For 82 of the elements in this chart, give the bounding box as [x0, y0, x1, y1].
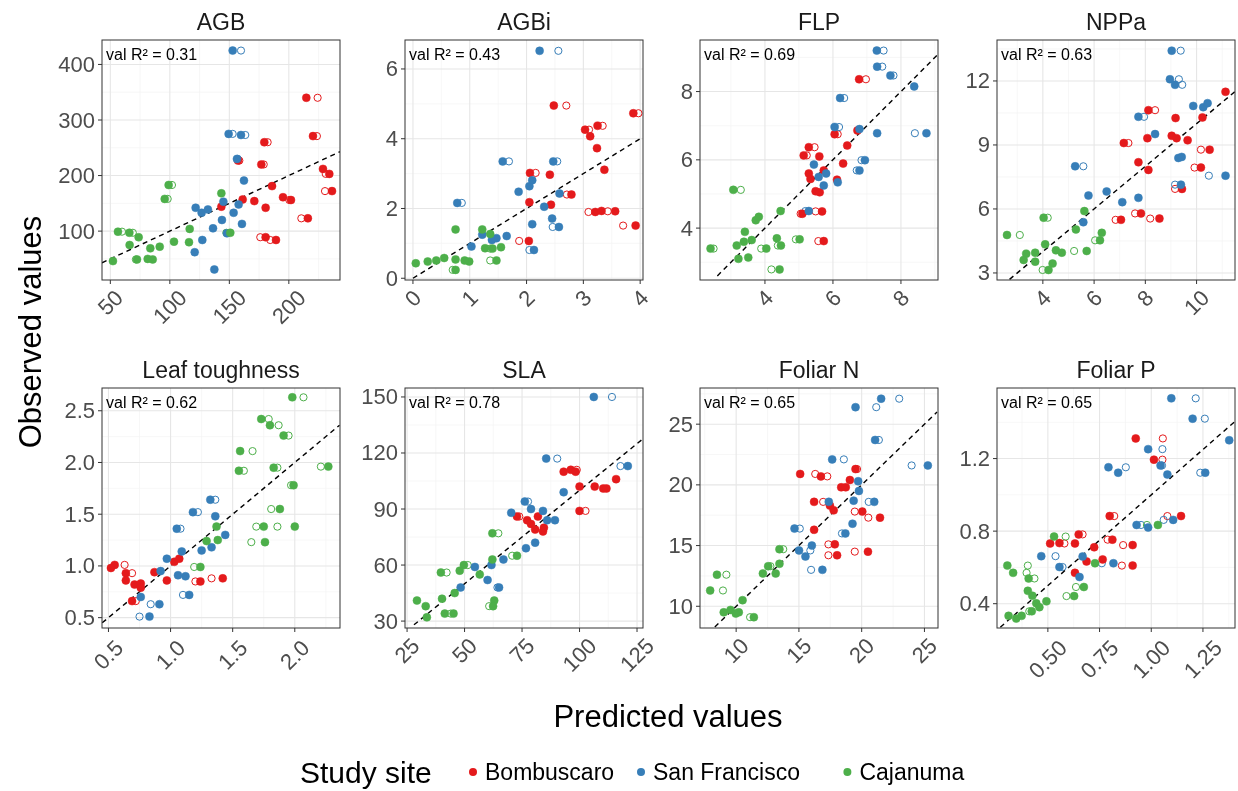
x-tick-label: 1 — [456, 285, 483, 312]
annotation: val R² = 0.63 — [1001, 46, 1093, 63]
y-tick-label: 150 — [361, 384, 398, 410]
y-tick-label: 15 — [668, 533, 693, 559]
legend-label: Cajanuma — [859, 759, 965, 785]
chart-title: SLA — [502, 357, 547, 383]
y-tick-label: 1.2 — [959, 446, 990, 472]
annotation: val R² = 0.69 — [704, 46, 796, 63]
x-tick-label: 4 — [751, 285, 779, 312]
chart-title: Foliar P — [1076, 357, 1156, 383]
chart-title: Foliar N — [778, 357, 860, 383]
legend-title: Study site — [300, 755, 432, 789]
x-tick-label: 3 — [570, 285, 597, 312]
y-tick-label: 400 — [58, 51, 95, 77]
y-tick-label: 6 — [680, 147, 693, 173]
annotation: val R² = 0.65 — [1001, 394, 1093, 411]
y-tick-label: 4 — [385, 126, 398, 152]
y-tick-label: 120 — [361, 440, 398, 466]
y-tick-label: 300 — [58, 107, 95, 133]
y-tick-label: 12 — [965, 68, 990, 94]
x-tick-label: 100 — [557, 633, 602, 677]
y-tick-label: 8 — [680, 79, 693, 105]
chart-title: AGB — [196, 9, 246, 35]
annotation: val R² = 0.65 — [704, 394, 796, 411]
x-tick-label: 4 — [626, 285, 654, 312]
x-tick-label: 0.50 — [1023, 635, 1072, 684]
annotation: val R² = 0.31 — [106, 46, 198, 63]
y-tick-label: 6 — [977, 196, 990, 222]
y-tick-label: 60 — [373, 552, 398, 578]
y-tick-label: 6 — [385, 56, 398, 82]
y-tick-label: 10 — [668, 593, 693, 619]
y-tick-label: 9 — [977, 132, 990, 158]
x-tick-label: 10 — [718, 633, 754, 669]
y-tick-label: 25 — [668, 411, 693, 437]
x-tick-label: 75 — [504, 633, 540, 669]
annotation: val R² = 0.78 — [409, 394, 501, 411]
x-tick-label: 0.75 — [1075, 635, 1124, 684]
y-tick-label: 3 — [977, 260, 990, 286]
y-tick-label: 4 — [680, 215, 693, 241]
x-tick-label: 200 — [267, 285, 311, 329]
y-tick-label: 100 — [58, 218, 95, 244]
y-tick-label: 1.5 — [64, 501, 95, 527]
x-tick-label: 2.0 — [275, 635, 315, 675]
y-tick-label: 2 — [385, 195, 398, 221]
x-tick-label: 6 — [1080, 285, 1108, 312]
y-tick-label: 90 — [373, 496, 398, 522]
legend-label: Bombuscaro — [485, 759, 615, 785]
chart-title: FLP — [797, 9, 841, 35]
chart-title: AGBi — [497, 9, 551, 35]
legend-label: San Francisco — [653, 759, 801, 785]
x-tick-label: 1.5 — [213, 635, 253, 675]
annotation: val R² = 0.43 — [409, 46, 501, 63]
x-tick-label: 150 — [207, 285, 252, 329]
x-tick-label: 20 — [844, 633, 880, 669]
x-axis-title: Predicted values — [553, 698, 783, 734]
y-tick-label: 0 — [385, 265, 398, 291]
x-tick-label: 8 — [1132, 285, 1159, 312]
x-tick-label: 100 — [148, 285, 192, 329]
y-tick-label: 2.5 — [64, 398, 95, 424]
x-tick-label: 6 — [819, 285, 847, 312]
y-tick-label: 1.0 — [64, 553, 95, 579]
x-tick-label: 15 — [781, 633, 817, 669]
y-tick-label: 30 — [373, 608, 398, 634]
x-tick-label: 4 — [1029, 285, 1057, 312]
x-tick-label: 25 — [906, 633, 942, 669]
x-tick-label: 50 — [92, 285, 128, 321]
x-tick-label: 8 — [887, 285, 915, 312]
y-tick-label: 200 — [58, 163, 95, 189]
x-tick-label: 50 — [447, 633, 483, 669]
chart-title: NPPa — [1085, 9, 1147, 35]
annotation: val R² = 0.62 — [106, 394, 198, 411]
y-axis-title: Observed values — [12, 215, 48, 449]
y-tick-label: 0.5 — [64, 605, 95, 631]
x-tick-label: 2 — [513, 285, 540, 312]
x-tick-label: 1.0 — [150, 635, 191, 675]
y-tick-label: 0.4 — [959, 591, 990, 617]
x-tick-label: 10 — [1179, 285, 1215, 321]
x-tick-label: 125 — [615, 633, 659, 677]
y-tick-label: 20 — [668, 472, 693, 498]
y-tick-label: 0.8 — [959, 518, 990, 544]
chart-title: Leaf toughness — [142, 357, 300, 383]
y-tick-label: 2.0 — [64, 449, 95, 475]
